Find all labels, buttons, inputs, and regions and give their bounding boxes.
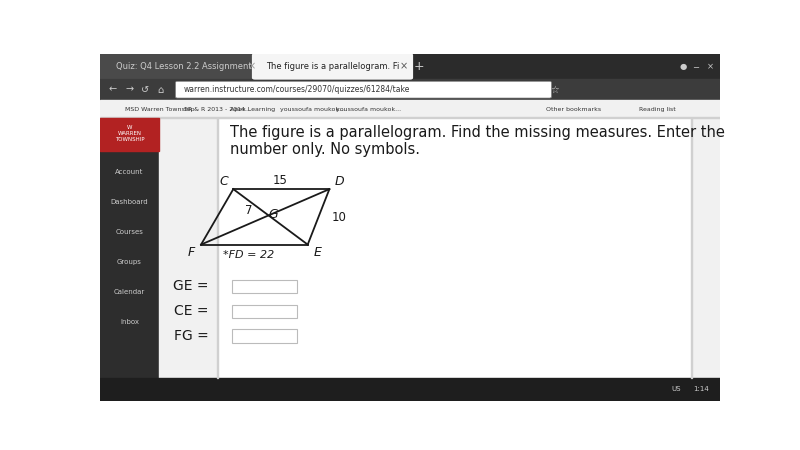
Text: warren.instructure.com/courses/29070/quizzes/61284/take: warren.instructure.com/courses/29070/qui… — [184, 85, 410, 94]
FancyBboxPatch shape — [97, 54, 258, 79]
Text: The figure is a parallelogram. Find the missing measures. Enter the
number only.: The figure is a parallelogram. Find the … — [230, 125, 725, 158]
Bar — [100, 117, 720, 118]
Text: CE =: CE = — [174, 304, 209, 318]
Text: youssoufa moukok...: youssoufa moukok... — [280, 107, 345, 112]
Text: GE =: GE = — [173, 279, 209, 293]
Text: 15: 15 — [272, 174, 287, 187]
Text: Other bookmarks: Other bookmarks — [546, 107, 602, 112]
Text: ←: ← — [108, 85, 117, 94]
Bar — [100, 378, 720, 400]
Text: ×: × — [400, 62, 408, 72]
Text: F: F — [187, 246, 194, 259]
Text: FG =: FG = — [174, 329, 209, 343]
FancyBboxPatch shape — [232, 305, 297, 318]
Text: MSD Warren Township: MSD Warren Township — [125, 107, 194, 112]
Text: Quiz: Q4 Lesson 2.2 Assignment: Quiz: Q4 Lesson 2.2 Assignment — [115, 62, 251, 71]
Text: E: E — [314, 246, 322, 259]
Text: Inbox: Inbox — [120, 319, 139, 325]
Text: *FD = 22: *FD = 22 — [223, 250, 274, 260]
Bar — [100, 118, 159, 378]
Text: youssoufa moukok...: youssoufa moukok... — [336, 107, 401, 112]
Text: +: + — [414, 60, 425, 73]
Text: Reading list: Reading list — [639, 107, 676, 112]
Text: ×: × — [248, 62, 256, 72]
Text: SR & R 2013 - 2014...: SR & R 2013 - 2014... — [184, 107, 250, 112]
Bar — [100, 79, 720, 100]
Text: ×: × — [707, 62, 714, 71]
Text: ●: ● — [679, 62, 686, 71]
FancyBboxPatch shape — [232, 279, 297, 293]
Text: ⌂: ⌂ — [158, 85, 164, 94]
Text: Courses: Courses — [115, 229, 143, 235]
Text: ↺: ↺ — [141, 85, 149, 94]
Text: Account: Account — [115, 169, 144, 175]
Text: Apex Learning: Apex Learning — [230, 107, 275, 112]
Text: US: US — [672, 386, 682, 392]
Text: →: → — [126, 85, 134, 94]
Text: ─: ─ — [693, 62, 698, 71]
FancyBboxPatch shape — [232, 329, 297, 342]
Text: Calendar: Calendar — [114, 289, 145, 295]
Bar — [218, 118, 691, 378]
Text: Groups: Groups — [117, 259, 142, 265]
Text: Dashboard: Dashboard — [110, 198, 148, 205]
Text: G: G — [268, 208, 278, 221]
Bar — [217, 118, 218, 378]
Bar — [691, 118, 692, 378]
Text: D: D — [334, 175, 344, 188]
FancyBboxPatch shape — [176, 81, 551, 98]
Text: C: C — [219, 175, 228, 188]
Bar — [100, 54, 720, 79]
Bar — [692, 118, 720, 378]
Text: 10: 10 — [331, 211, 346, 224]
Text: W
WARREN
TOWNSHIP: W WARREN TOWNSHIP — [114, 125, 144, 142]
Text: The figure is a parallelogram. Fi: The figure is a parallelogram. Fi — [266, 62, 399, 71]
Text: ☆: ☆ — [550, 85, 559, 94]
FancyBboxPatch shape — [252, 53, 413, 80]
Bar — [100, 100, 720, 118]
Text: 7: 7 — [245, 204, 253, 217]
Bar — [100, 118, 159, 151]
Text: 1:14: 1:14 — [694, 386, 710, 392]
Bar — [159, 118, 217, 378]
